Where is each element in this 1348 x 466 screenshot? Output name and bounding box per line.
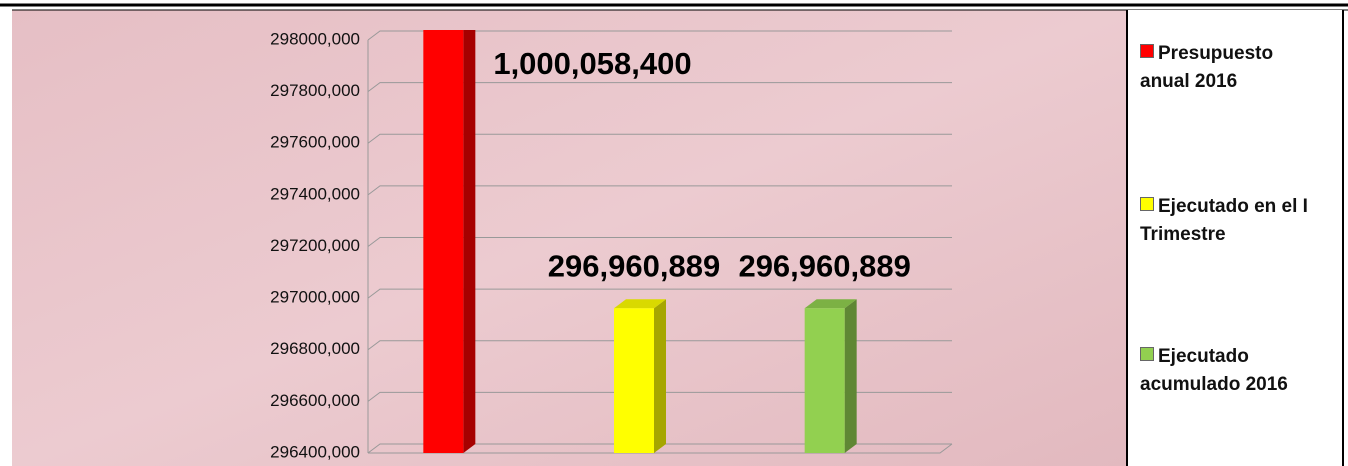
legend-item: Presupuesto anual 2016 bbox=[1140, 40, 1290, 96]
legend-item: Ejecutado en el I Trimestre bbox=[1140, 193, 1320, 249]
legend-label: Ejecutado acumulado 2016 bbox=[1140, 346, 1288, 395]
grid-line bbox=[367, 185, 952, 196]
bar bbox=[614, 308, 654, 453]
y-tick-label: 298000,000 bbox=[270, 29, 360, 48]
grid-line bbox=[367, 237, 952, 247]
legend-label: Ejecutado en el I Trimestre bbox=[1140, 196, 1308, 245]
grid-line bbox=[367, 340, 952, 351]
grid-line bbox=[367, 133, 952, 144]
y-tick-label: 297600,000 bbox=[270, 133, 360, 152]
grid-line bbox=[367, 288, 952, 299]
grid-line bbox=[367, 391, 952, 402]
legend: Presupuesto anual 2016 Ejecutado en el I … bbox=[1126, 10, 1344, 466]
bar-side bbox=[654, 299, 666, 453]
y-tick-label: 296800,000 bbox=[270, 339, 360, 358]
y-tick-label: 297000,000 bbox=[270, 288, 360, 307]
y-tick-label: 297400,000 bbox=[270, 184, 360, 203]
bar bbox=[423, 30, 464, 453]
y-tick-label: 296400,000 bbox=[270, 442, 360, 461]
grid-line bbox=[367, 443, 952, 454]
legend-swatch bbox=[1140, 347, 1154, 361]
grid-line bbox=[367, 82, 952, 93]
grid-line bbox=[367, 30, 952, 41]
floor bbox=[368, 443, 953, 454]
bar-top bbox=[804, 299, 857, 309]
legend-swatch bbox=[1140, 44, 1154, 58]
bars bbox=[423, 30, 857, 453]
data-label: 1,000,058,400 bbox=[493, 46, 691, 81]
legend-swatch bbox=[1140, 197, 1154, 211]
bar-side bbox=[844, 299, 857, 453]
legend-label: Presupuesto anual 2016 bbox=[1140, 43, 1274, 92]
data-label: 296,960,889 bbox=[548, 248, 720, 283]
bar-side bbox=[463, 30, 476, 453]
data-label: 296,960,889 bbox=[738, 248, 910, 283]
y-tick-label: 297200,000 bbox=[270, 236, 360, 255]
y-tick-label: 296600,000 bbox=[270, 391, 360, 410]
legend-item: Ejecutado acumulado 2016 bbox=[1140, 343, 1290, 399]
y-tick-label: 297800,000 bbox=[270, 81, 360, 100]
bar-top bbox=[614, 299, 666, 309]
bar bbox=[804, 308, 845, 453]
